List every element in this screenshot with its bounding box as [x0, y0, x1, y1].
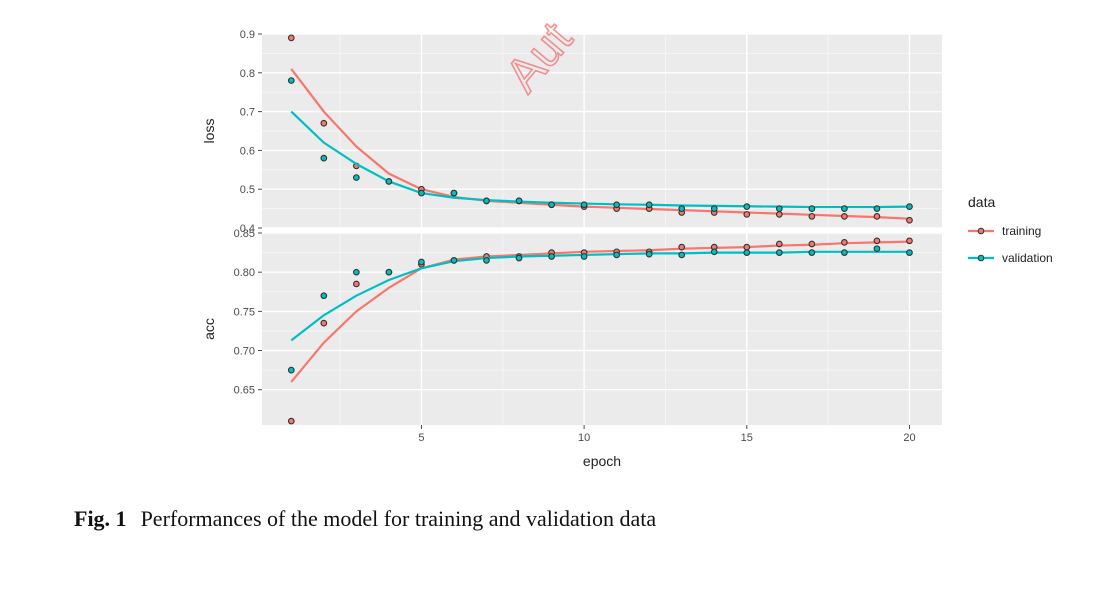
validation-point — [548, 201, 555, 209]
validation-point — [353, 174, 360, 181]
x-tick-label: 10 — [578, 432, 590, 444]
training-point — [287, 417, 295, 425]
training-point — [906, 216, 913, 224]
training-point — [906, 237, 913, 245]
validation-point — [775, 249, 783, 256]
training-point — [743, 243, 751, 251]
caption-text: Performances of the model for training a… — [140, 506, 657, 531]
validation-point — [808, 205, 816, 212]
validation-point — [743, 203, 751, 211]
y-tick-label: 0.80 — [234, 267, 255, 279]
x-axis-title: epoch — [583, 453, 621, 469]
validation-point — [743, 249, 751, 256]
validation-point — [906, 203, 913, 211]
validation-point — [841, 205, 848, 212]
validation-point — [710, 248, 718, 256]
y-axis-title: loss — [201, 119, 217, 144]
validation-point — [385, 178, 393, 185]
validation-point — [483, 197, 490, 205]
legend-title: data — [968, 194, 995, 210]
training-validation-chart: 0.40.50.60.70.80.9loss0.650.700.750.800.… — [201, 12, 1053, 469]
validation-point — [418, 189, 425, 197]
validation-point — [515, 254, 523, 262]
facet-acc: 0.65 0.70 0.75 0.80 0.85 acc — [201, 228, 942, 425]
training-point — [841, 239, 848, 246]
figure-caption: Fig. 1 Performances of the model for trai… — [74, 506, 656, 532]
validation-point — [645, 201, 653, 209]
validation-point — [580, 253, 588, 260]
validation-point — [353, 268, 360, 276]
training-point — [841, 213, 848, 220]
y-tick-label: 0.75 — [234, 306, 255, 318]
training-point — [353, 280, 360, 288]
validation-point — [320, 292, 328, 300]
training-point — [775, 211, 783, 218]
validation-point — [450, 257, 458, 264]
validation-point — [678, 251, 686, 259]
x-tick-label: 15 — [741, 432, 753, 444]
y-tick-label: 0.8 — [240, 68, 255, 80]
training-point — [287, 34, 295, 42]
training-point — [808, 240, 816, 248]
chart-panels: 0.40.50.60.70.80.9loss0.650.700.750.800.… — [201, 29, 942, 444]
validation-point — [873, 205, 881, 212]
legend-label-validation: validation — [1002, 251, 1053, 265]
training-point — [678, 243, 686, 251]
y-tick-label: 0.70 — [234, 346, 255, 358]
y-tick-label: 0.65 — [234, 385, 255, 397]
validation-smooth-line — [290, 110, 910, 209]
validation-point — [385, 268, 393, 276]
legend-key-point — [977, 227, 985, 235]
training-point — [320, 119, 328, 127]
validation-point — [287, 366, 295, 374]
y-tick-label: 0.85 — [234, 228, 255, 240]
legend-label-training: training — [1002, 224, 1041, 238]
training-smooth-line — [290, 68, 910, 220]
y-tick-label: 0.6 — [240, 145, 255, 157]
facet-loss: 0.4 0.5 0.6 0.7 0.8 0.9 loss — [201, 29, 942, 235]
y-tick-label: 0.9 — [240, 29, 255, 41]
validation-point — [873, 245, 881, 253]
x-tick-label: 20 — [903, 432, 915, 444]
training-point — [873, 237, 881, 245]
legend-key-point — [977, 254, 985, 262]
training-point — [775, 240, 783, 248]
validation-point — [613, 251, 620, 259]
validation-point — [678, 205, 686, 212]
validation-point — [613, 201, 620, 209]
caption-label: Fig. 1 — [74, 506, 127, 531]
training-point — [743, 211, 751, 218]
validation-point — [287, 77, 295, 84]
validation-point — [580, 201, 588, 209]
validation-point — [906, 249, 913, 256]
validation-point — [450, 189, 458, 197]
y-tick-label: 0.7 — [240, 107, 255, 119]
training-smooth-line — [290, 240, 910, 383]
panel-background — [262, 233, 942, 425]
validation-point — [483, 257, 490, 264]
training-point — [873, 213, 881, 220]
y-axis-title: acc — [201, 318, 217, 340]
validation-smooth-line — [290, 250, 910, 342]
validation-point — [418, 258, 425, 266]
training-point — [808, 213, 816, 220]
legend: data training validation — [968, 194, 1053, 265]
validation-point — [841, 249, 848, 256]
training-point — [320, 319, 328, 327]
validation-point — [548, 253, 555, 260]
validation-point — [515, 197, 523, 205]
validation-point — [775, 205, 783, 212]
validation-point — [645, 250, 653, 258]
y-tick-label: 0.4 — [240, 223, 255, 235]
validation-point — [320, 154, 328, 162]
validation-point — [808, 249, 816, 256]
x-tick-label: 5 — [418, 432, 424, 444]
validation-point — [710, 205, 718, 212]
y-tick-label: 0.5 — [240, 184, 255, 196]
